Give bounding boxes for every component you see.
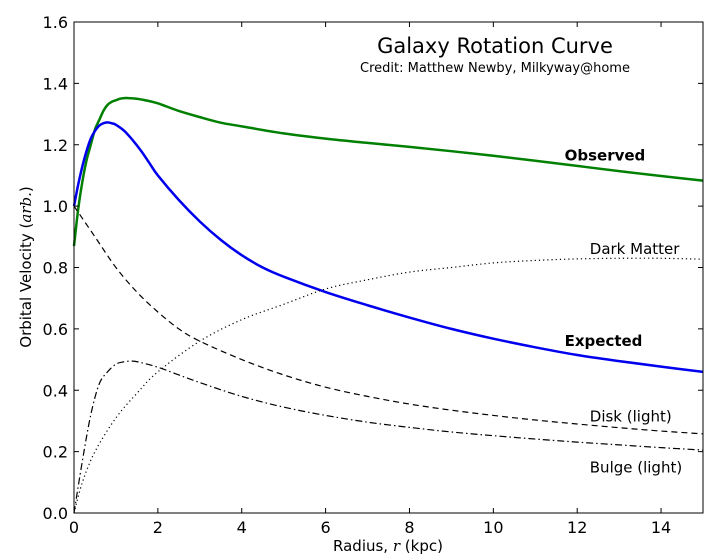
x-axis-label-text: Radius, (333, 537, 393, 555)
label-bulge-light: Bulge (light) (590, 459, 682, 477)
x-tick-label: 6 (321, 518, 331, 537)
x-axis-label: Radius, r (kpc) (333, 537, 443, 555)
y-tick-label: 1.4 (43, 74, 68, 93)
x-tick-label: 4 (237, 518, 247, 537)
label-observed: Observed (565, 146, 646, 164)
x-axis-label-unit: (kpc) (400, 537, 443, 555)
chart-subtitle: Credit: Matthew Newby, Milkyway@home (360, 61, 630, 76)
x-tick-label: 8 (404, 518, 414, 537)
label-disk-light: Disk (light) (590, 407, 672, 425)
y-tick-label: 1.2 (43, 136, 68, 155)
series-layer (72, 96, 704, 514)
series-line-expected (72, 121, 704, 374)
y-tick-label: 0.6 (43, 320, 68, 339)
x-tick-label: 12 (567, 518, 587, 537)
y-tick-label: 0.2 (43, 443, 68, 462)
y-tick-label: 0.8 (43, 259, 68, 278)
plot-area (74, 22, 703, 513)
y-axis-label: Orbital Velocity (arb.) (17, 186, 35, 347)
y-tick-label: 1.0 (43, 197, 68, 216)
y-axis-label-text: Orbital Velocity ( (17, 223, 35, 348)
x-tick-label: 0 (69, 518, 79, 537)
x-axis-label-var: r (393, 537, 401, 555)
label-dark-matter: Dark Matter (590, 240, 680, 258)
x-tick-label: 2 (153, 518, 163, 537)
series-line-disk-light (73, 205, 704, 435)
series-line-bulge-light (73, 360, 704, 514)
annotation-layer: Observed Dark Matter Expected Disk (light) B… (565, 146, 683, 476)
series-line-dark-matter (73, 257, 704, 514)
y-tick-label: 0.4 (43, 381, 68, 400)
y-axis-label-end: ) (17, 186, 35, 192)
x-tick-label: 10 (483, 518, 503, 537)
series-line-observed (72, 96, 704, 247)
y-tick-label: 0.0 (43, 504, 68, 523)
chart-title: Galaxy Rotation Curve (377, 34, 613, 58)
y-axis-label-var: arb. (17, 192, 35, 222)
ticks-layer: 0 2 4 6 8 10 12 14 0.0 0.2 0.4 0.6 0.8 1.0 1.2 1.4 1.6 (43, 13, 703, 537)
x-tick-label: 14 (651, 518, 671, 537)
y-tick-label: 1.6 (43, 13, 68, 32)
label-expected: Expected (565, 332, 643, 350)
